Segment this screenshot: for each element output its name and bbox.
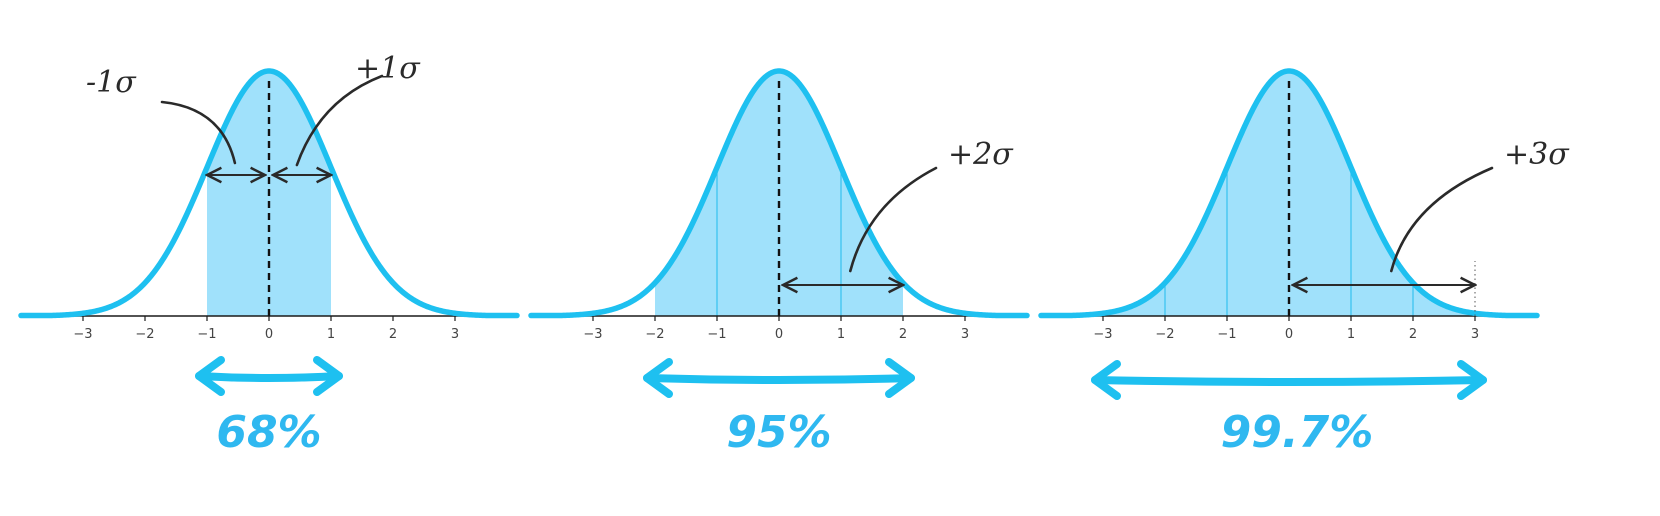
panel-95: −3 −2 −1 0 1 2 3 +2σ 95% xyxy=(528,68,1030,458)
axis-tick-label: 0 xyxy=(265,327,273,342)
axis-tick-label: −3 xyxy=(583,327,602,342)
annotation-plus-3-sigma: +3σ xyxy=(1504,137,1570,172)
percent-label-99-7: 99.7% xyxy=(1221,407,1374,458)
panel-99-7: −3 −2 −1 0 1 2 3 +3σ 99.7% xyxy=(1038,68,1570,458)
annotation-plus-2-sigma: +2σ xyxy=(948,137,1014,172)
axis-tick-label: −1 xyxy=(707,327,726,342)
bell-curve xyxy=(528,68,1030,319)
coverage-arrow xyxy=(1091,376,1487,386)
axis-tick-label: 3 xyxy=(961,327,969,342)
coverage-arrow-head xyxy=(643,358,673,398)
annotation-minus-1-sigma: -1σ xyxy=(86,65,137,100)
axis-tick-label: 3 xyxy=(451,327,459,342)
coverage-arrow-head xyxy=(885,358,915,398)
annotation-leader-line xyxy=(1390,166,1494,273)
axis-tick-label: 3 xyxy=(1471,327,1479,342)
coverage-arrow-head xyxy=(1457,360,1487,400)
axis-tick-label: −3 xyxy=(1093,327,1112,342)
axis-tick-label: −1 xyxy=(197,327,216,342)
axis-tick-label: 0 xyxy=(1285,327,1293,342)
axis-tick-label: −2 xyxy=(1155,327,1174,342)
annotation-leader-line xyxy=(160,100,237,165)
axis-tick-label: −1 xyxy=(1217,327,1236,342)
axis-tick-label: −3 xyxy=(73,327,92,342)
coverage-arrow-head xyxy=(313,356,343,396)
axis-tick-label: 2 xyxy=(899,327,907,342)
axis-tick-label: −2 xyxy=(135,327,154,342)
percent-label-68: 68% xyxy=(216,407,321,458)
bell-curve xyxy=(18,68,520,319)
panel-68: −3 −2 −1 0 1 2 3 -1σ +1σ 68% xyxy=(18,51,520,458)
annotation-leader-line xyxy=(295,74,384,167)
annotation-plus-1-sigma: +1σ xyxy=(355,51,421,86)
coverage-arrow xyxy=(195,372,343,382)
axis-tick-label: 1 xyxy=(837,327,845,342)
axis-tick-label: 2 xyxy=(389,327,397,342)
bell-curve xyxy=(1038,68,1540,319)
annotation-leader-line xyxy=(849,166,938,273)
axis-tick-label: 2 xyxy=(1409,327,1417,342)
axis-tick-label: 0 xyxy=(775,327,783,342)
coverage-arrow-head xyxy=(1091,360,1121,400)
axis-tick-label: 1 xyxy=(1347,327,1355,342)
coverage-arrow-head xyxy=(195,356,225,396)
coverage-arrow xyxy=(643,374,915,384)
percent-label-95: 95% xyxy=(726,407,831,458)
axis-tick-label: 1 xyxy=(327,327,335,342)
axis-tick-label: −2 xyxy=(645,327,664,342)
